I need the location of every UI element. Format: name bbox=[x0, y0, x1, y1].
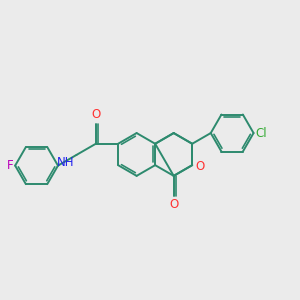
Text: Cl: Cl bbox=[256, 127, 267, 140]
Text: F: F bbox=[7, 159, 13, 172]
Text: O: O bbox=[195, 160, 204, 173]
Text: O: O bbox=[169, 198, 178, 211]
Text: NH: NH bbox=[57, 156, 74, 169]
Text: O: O bbox=[91, 109, 101, 122]
